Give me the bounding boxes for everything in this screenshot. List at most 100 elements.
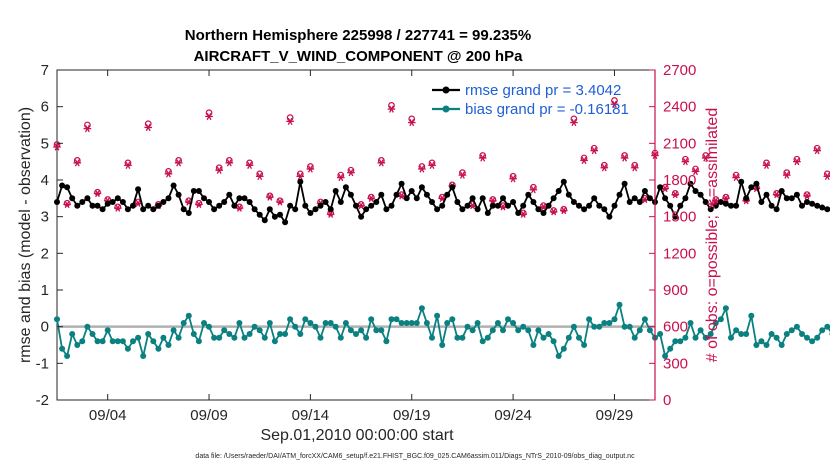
- bias-point: [510, 320, 517, 326]
- bias-point: [743, 331, 750, 337]
- bias-point: [525, 327, 532, 334]
- y-tick-label: 0: [41, 319, 49, 336]
- bias-point: [459, 334, 466, 341]
- chart-title: Northern Hemisphere 225998 / 227741 = 99…: [185, 27, 531, 44]
- rmse-point: [266, 206, 273, 213]
- rmse-point: [474, 206, 481, 213]
- rmse-point: [799, 202, 805, 209]
- rmse-point: [586, 202, 593, 209]
- obs-assimilated-marker: [681, 158, 690, 166]
- rmse-point: [140, 206, 147, 213]
- obs-possible-marker: [276, 197, 284, 205]
- rmse-point: [515, 210, 522, 216]
- bias-point: [434, 312, 441, 319]
- bias-point: [758, 338, 765, 345]
- obs-assimilated-marker: [164, 170, 173, 178]
- bias-point: [662, 353, 669, 359]
- right-y-tick-label: 600: [663, 319, 688, 336]
- bias-point: [418, 305, 425, 312]
- obs-assimilated-marker: [620, 154, 629, 162]
- bias-point: [677, 338, 684, 345]
- legend-rmse-label: rmse grand pr = 3.4042: [465, 82, 621, 99]
- rmse-point: [439, 202, 446, 209]
- rmse-point: [596, 202, 603, 209]
- y-tick-label: -2: [36, 392, 49, 409]
- y-tick-label: 3: [41, 209, 49, 226]
- rmse-point: [398, 180, 405, 187]
- rmse-point: [170, 182, 177, 189]
- data-file-footer: data file: /Users/raeder/DAI/ATM_forcXX/…: [195, 453, 635, 460]
- rmse-point: [530, 199, 537, 205]
- bias-point: [373, 327, 380, 334]
- bias-point: [363, 334, 370, 341]
- bias-point: [646, 327, 653, 334]
- y-tick-label: 7: [41, 62, 49, 79]
- bias-point: [783, 331, 790, 337]
- rmse-point: [69, 195, 76, 202]
- bias-point: [256, 327, 263, 334]
- rmse-point: [363, 206, 370, 213]
- bias-point: [84, 323, 91, 330]
- bias-point: [540, 334, 547, 341]
- bias-point: [266, 320, 273, 326]
- bias-point: [226, 331, 233, 337]
- bias-point: [353, 331, 359, 337]
- right-y-axis-label: # of obs: o=possible; ∗=assimilated: [704, 108, 721, 362]
- bias-point: [241, 334, 248, 341]
- obs-assimilated-marker: [803, 192, 811, 200]
- obs-assimilated-marker: [306, 165, 315, 173]
- obs-possible-marker: [367, 193, 375, 201]
- bias-point: [697, 327, 704, 334]
- y-tick-label: 1: [41, 282, 49, 299]
- obs-assimilated-marker: [793, 158, 801, 166]
- obs-assimilated-marker: [245, 161, 254, 169]
- bias-point: [753, 342, 760, 348]
- bias-point: [809, 338, 816, 345]
- bias-point: [368, 316, 375, 323]
- rmse-point: [484, 210, 491, 216]
- bias-point: [479, 338, 486, 345]
- bias-point: [672, 338, 679, 345]
- bias-point: [99, 338, 106, 345]
- rmse-point: [500, 195, 506, 202]
- rmse-point: [581, 206, 588, 213]
- bias-point: [150, 338, 157, 345]
- right-y-tick-label: 1500: [663, 209, 696, 226]
- rmse-point: [560, 178, 567, 185]
- bias-point: [342, 320, 349, 326]
- rmse-point: [79, 199, 86, 205]
- rmse-point: [636, 199, 643, 205]
- rmse-point: [611, 202, 618, 209]
- rmse-point: [641, 188, 648, 194]
- rmse-point: [464, 202, 471, 209]
- bias-point: [692, 334, 699, 341]
- bias-point: [282, 331, 289, 337]
- obs-assimilated-marker: [732, 173, 740, 182]
- rmse-point: [824, 206, 830, 213]
- rmse-point: [606, 213, 613, 220]
- rmse-point: [454, 199, 461, 205]
- y-tick-label: -1: [36, 355, 49, 372]
- rmse-point: [682, 195, 689, 202]
- bias-point: [140, 353, 147, 359]
- bias-point: [211, 334, 218, 341]
- rmse-point: [317, 202, 324, 209]
- bias-point: [423, 320, 430, 326]
- obs-possible-marker: [114, 203, 122, 211]
- obs-assimilated-marker: [296, 172, 305, 180]
- bias-point: [581, 342, 588, 348]
- rmse-point: [337, 199, 344, 205]
- x-axis-ticks: 09/04 09/09 09/14 09/19 09/24 09/29: [89, 70, 633, 424]
- rmse-point: [393, 191, 400, 198]
- bias-point: [606, 320, 613, 326]
- obs-assimilated-marker: [428, 161, 436, 169]
- bias-point: [560, 345, 567, 352]
- bias-point: [520, 323, 527, 330]
- rmse-point: [449, 184, 456, 191]
- obs-assimilated-marker: [266, 193, 274, 201]
- bias-point: [778, 342, 785, 348]
- rmse-point: [145, 202, 152, 209]
- bias-point: [383, 338, 390, 345]
- rmse-point: [489, 202, 496, 209]
